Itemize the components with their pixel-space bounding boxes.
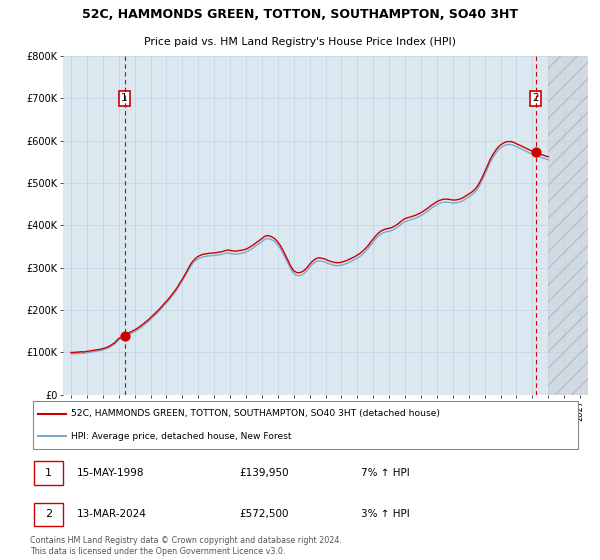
Text: 52C, HAMMONDS GREEN, TOTTON, SOUTHAMPTON, SO40 3HT (detached house): 52C, HAMMONDS GREEN, TOTTON, SOUTHAMPTON…: [71, 409, 440, 418]
Text: Contains HM Land Registry data © Crown copyright and database right 2024.
This d: Contains HM Land Registry data © Crown c…: [30, 536, 342, 556]
Text: 15-MAY-1998: 15-MAY-1998: [77, 468, 145, 478]
Text: HPI: Average price, detached house, New Forest: HPI: Average price, detached house, New …: [71, 432, 292, 441]
Text: 7% ↑ HPI: 7% ↑ HPI: [361, 468, 410, 478]
FancyBboxPatch shape: [34, 503, 63, 526]
Point: [120, 331, 130, 340]
Text: 2: 2: [45, 510, 52, 519]
Text: 1: 1: [121, 94, 128, 104]
Text: 13-MAR-2024: 13-MAR-2024: [77, 510, 147, 519]
Text: £139,950: £139,950: [240, 468, 289, 478]
Point: [531, 148, 541, 157]
Text: 52C, HAMMONDS GREEN, TOTTON, SOUTHAMPTON, SO40 3HT: 52C, HAMMONDS GREEN, TOTTON, SOUTHAMPTON…: [82, 8, 518, 21]
Text: 2: 2: [532, 94, 539, 104]
Text: Price paid vs. HM Land Registry's House Price Index (HPI): Price paid vs. HM Land Registry's House …: [144, 37, 456, 47]
FancyBboxPatch shape: [33, 402, 578, 449]
Text: 1: 1: [45, 468, 52, 478]
Bar: [548, 56, 588, 395]
FancyBboxPatch shape: [34, 461, 63, 484]
Text: 3% ↑ HPI: 3% ↑ HPI: [361, 510, 410, 519]
Text: £572,500: £572,500: [240, 510, 289, 519]
